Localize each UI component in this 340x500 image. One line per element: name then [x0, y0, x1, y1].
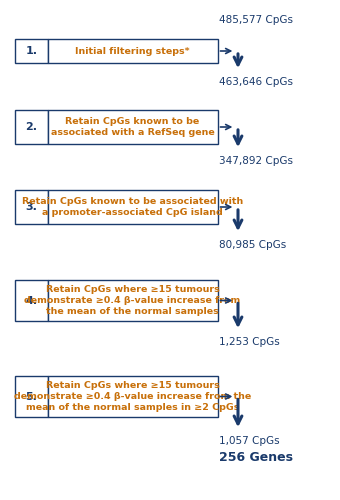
Text: 1.: 1. [26, 46, 37, 56]
Text: 80,985 CpGs: 80,985 CpGs [219, 240, 287, 250]
Text: Initial filtering steps*: Initial filtering steps* [75, 46, 190, 56]
FancyBboxPatch shape [48, 39, 218, 63]
Text: 463,646 CpGs: 463,646 CpGs [219, 77, 293, 87]
FancyBboxPatch shape [15, 376, 48, 417]
FancyBboxPatch shape [15, 110, 48, 144]
Text: 1,253 CpGs: 1,253 CpGs [219, 337, 280, 347]
Text: 347,892 CpGs: 347,892 CpGs [219, 156, 293, 166]
Text: 3.: 3. [26, 202, 37, 212]
FancyBboxPatch shape [15, 190, 48, 224]
Text: Retain CpGs known to be
associated with a RefSeq gene: Retain CpGs known to be associated with … [51, 117, 215, 137]
Text: 4.: 4. [26, 296, 37, 306]
FancyBboxPatch shape [48, 190, 218, 224]
Text: 256 Genes: 256 Genes [219, 451, 293, 464]
Text: Retain CpGs where ≥15 tumours
demonstrate ≥0.4 β-value increase from the
mean of: Retain CpGs where ≥15 tumours demonstrat… [14, 380, 251, 412]
FancyBboxPatch shape [15, 280, 48, 321]
Text: 2.: 2. [26, 122, 37, 132]
FancyBboxPatch shape [48, 376, 218, 417]
Text: Retain CpGs known to be associated with
a promoter-associated CpG island: Retain CpGs known to be associated with … [22, 197, 243, 217]
Text: Retain CpGs where ≥15 tumours
demonstrate ≥0.4 β-value increase from
the mean of: Retain CpGs where ≥15 tumours demonstrat… [24, 284, 241, 316]
Text: 1,057 CpGs: 1,057 CpGs [219, 436, 280, 446]
FancyBboxPatch shape [48, 280, 218, 321]
FancyBboxPatch shape [48, 110, 218, 144]
Text: 485,577 CpGs: 485,577 CpGs [219, 15, 293, 25]
Text: 5.: 5. [26, 392, 37, 402]
FancyBboxPatch shape [15, 39, 48, 63]
